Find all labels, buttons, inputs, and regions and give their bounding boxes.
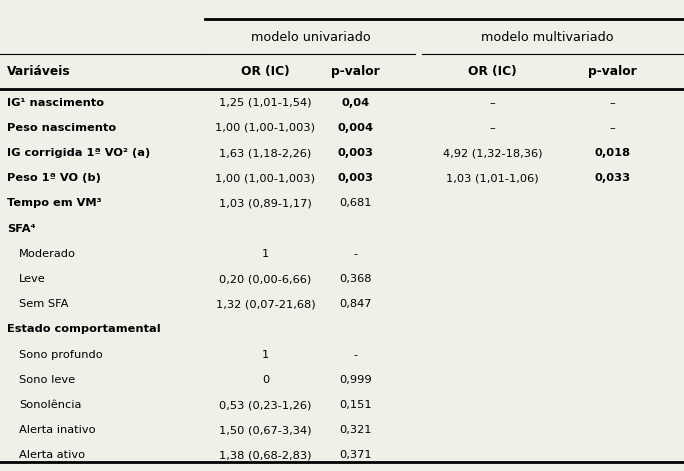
Text: 0,371: 0,371 bbox=[339, 450, 372, 461]
Text: Peso 1ª VO (b): Peso 1ª VO (b) bbox=[7, 173, 101, 183]
Text: 1,63 (1,18-2,26): 1,63 (1,18-2,26) bbox=[220, 148, 311, 158]
Text: 1,38 (0,68-2,83): 1,38 (0,68-2,83) bbox=[219, 450, 312, 461]
Text: Alerta inativo: Alerta inativo bbox=[19, 425, 96, 435]
Text: Sonolência: Sonolência bbox=[19, 400, 81, 410]
Text: Peso nascimento: Peso nascimento bbox=[7, 123, 116, 133]
Text: 0,003: 0,003 bbox=[338, 173, 373, 183]
Text: 1,03 (0,89-1,17): 1,03 (0,89-1,17) bbox=[219, 198, 312, 209]
Text: 0,999: 0,999 bbox=[339, 375, 372, 385]
Text: IG¹ nascimento: IG¹ nascimento bbox=[7, 97, 104, 108]
Text: Sono profundo: Sono profundo bbox=[19, 349, 103, 360]
Text: Tempo em VM³: Tempo em VM³ bbox=[7, 198, 101, 209]
Text: modelo univariado: modelo univariado bbox=[251, 31, 371, 44]
Text: p-valor: p-valor bbox=[331, 65, 380, 78]
Text: 0,847: 0,847 bbox=[339, 299, 372, 309]
Text: 4,92 (1,32-18,36): 4,92 (1,32-18,36) bbox=[443, 148, 542, 158]
Text: –: – bbox=[609, 97, 615, 108]
Text: 1,00 (1,00-1,003): 1,00 (1,00-1,003) bbox=[215, 173, 315, 183]
Text: 1,32 (0,07-21,68): 1,32 (0,07-21,68) bbox=[215, 299, 315, 309]
Text: Sono leve: Sono leve bbox=[19, 375, 75, 385]
Text: Variáveis: Variáveis bbox=[7, 65, 70, 78]
Text: 0,004: 0,004 bbox=[338, 123, 373, 133]
Text: 1,25 (1,01-1,54): 1,25 (1,01-1,54) bbox=[219, 97, 312, 108]
Text: OR (IC): OR (IC) bbox=[468, 65, 517, 78]
Text: p-valor: p-valor bbox=[588, 65, 637, 78]
Text: 1: 1 bbox=[262, 349, 269, 360]
Text: –: – bbox=[609, 123, 615, 133]
Text: Estado comportamental: Estado comportamental bbox=[7, 325, 161, 334]
Text: OR (IC): OR (IC) bbox=[241, 65, 290, 78]
Text: -: - bbox=[354, 249, 358, 259]
Text: 0,53 (0,23-1,26): 0,53 (0,23-1,26) bbox=[219, 400, 312, 410]
Text: 0,003: 0,003 bbox=[338, 148, 373, 158]
Text: 0,368: 0,368 bbox=[339, 274, 372, 284]
Text: Moderado: Moderado bbox=[19, 249, 76, 259]
Text: 0,04: 0,04 bbox=[341, 97, 370, 108]
Text: 0,681: 0,681 bbox=[339, 198, 372, 209]
Text: –: – bbox=[490, 123, 495, 133]
Text: 1,00 (1,00-1,003): 1,00 (1,00-1,003) bbox=[215, 123, 315, 133]
Text: 0,321: 0,321 bbox=[339, 425, 372, 435]
Text: Sem SFA: Sem SFA bbox=[19, 299, 68, 309]
Text: 0,033: 0,033 bbox=[594, 173, 630, 183]
Text: 0,20 (0,00-6,66): 0,20 (0,00-6,66) bbox=[220, 274, 311, 284]
Text: IG corrigida 1ª VO² (a): IG corrigida 1ª VO² (a) bbox=[7, 148, 150, 158]
Text: Alerta ativo: Alerta ativo bbox=[19, 450, 86, 461]
Text: 1: 1 bbox=[262, 249, 269, 259]
Text: 0,018: 0,018 bbox=[594, 148, 630, 158]
Text: 1,03 (1,01-1,06): 1,03 (1,01-1,06) bbox=[446, 173, 539, 183]
Text: 0: 0 bbox=[262, 375, 269, 385]
Text: 1,50 (0,67-3,34): 1,50 (0,67-3,34) bbox=[219, 425, 312, 435]
Text: -: - bbox=[354, 349, 358, 360]
Text: –: – bbox=[490, 97, 495, 108]
Text: SFA⁴: SFA⁴ bbox=[7, 224, 36, 234]
Text: modelo multivariado: modelo multivariado bbox=[481, 31, 614, 44]
Text: 0,151: 0,151 bbox=[339, 400, 372, 410]
Text: Leve: Leve bbox=[19, 274, 46, 284]
